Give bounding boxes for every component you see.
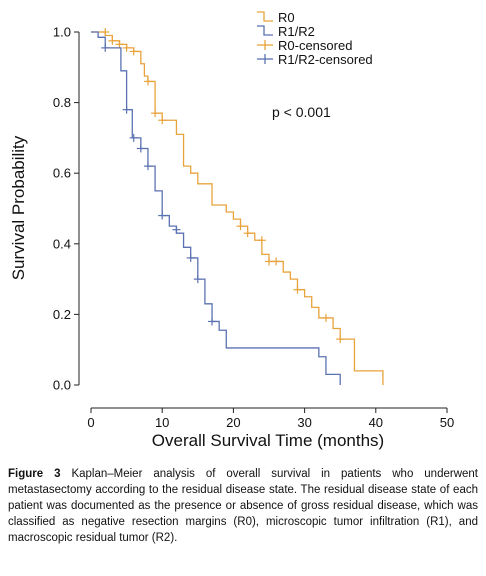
censor-mark-r0-3 [122,43,131,52]
legend-swatch-r0 [257,11,273,22]
censor-mark-r0-10 [257,236,266,245]
censor-mark-r1-r2-0 [101,43,110,52]
y-tick-label-0: 0.0 [53,378,71,393]
x-tick-label-1: 10 [155,415,169,430]
x-tick-label-0: 0 [87,415,94,430]
censor-mark-r1-r2-7 [186,253,195,262]
legend-label-r1-r2-censored: R1/R2-censored [278,52,373,67]
legend-item-r1-r2: R1/R2 [257,24,315,39]
caption-text: Kaplan–Meier analysis of overall surviva… [8,468,478,544]
x-tick-label-2: 20 [226,415,240,430]
legend-label-r0-censored: R0-censored [278,38,352,53]
censor-mark-r0-12 [272,257,281,266]
series-r0 [91,28,384,385]
censor-mark-r1-r2-3 [136,144,145,153]
censor-mark-r0-5 [143,77,152,86]
legend-item-r0-censored: R0-censored [257,38,352,53]
x-tick-label-5: 50 [440,415,454,430]
censor-mark-r0-11 [265,257,273,266]
censor-mark-r0-2 [115,40,124,49]
censor-mark-r1-r2-8 [193,275,202,284]
censor-mark-r0-8 [236,222,245,231]
y-tick-label-4: 0.8 [53,95,71,110]
legend-swatch-r1-r2 [257,25,273,36]
legend-item-r1-r2-censored: R1/R2-censored [257,52,373,67]
legend-label-r0: R0 [278,10,295,25]
x-tick-label-4: 40 [369,415,383,430]
x-axis-label: Overall Survival Time (months) [152,431,384,450]
y-tick-label-3: 0.6 [53,166,71,181]
censor-mark-r0-9 [243,229,252,238]
censor-mark-r1-r2-1 [122,105,131,114]
y-tick-label-1: 0.2 [53,307,71,322]
caption-label: Figure 3 [8,468,61,480]
y-axis-label: Survival Probability [9,135,28,280]
censor-mark-r0-4 [129,47,138,56]
censor-mark-r0-14 [321,313,330,322]
legend-swatch-r0-censored [257,40,273,50]
series-line-r1-r2 [91,31,341,385]
censor-mark-r1-r2-4 [143,162,152,171]
series-line-r0 [91,31,384,385]
censor-mark-r0-6 [151,109,160,118]
y-tick-label-5: 1.0 [53,25,71,40]
p-value-annotation: p < 0.001 [272,104,331,120]
censor-mark-r0-0 [101,28,110,36]
censor-mark-r0-13 [293,285,302,294]
figure-caption: Figure 3 Kaplan–Meier analysis of overal… [8,466,478,546]
x-tick-label-3: 30 [297,415,311,430]
legend-swatch-r1-r2-censored [257,54,273,64]
censor-mark-r0-7 [158,116,167,125]
censor-mark-r1-r2-9 [208,317,217,326]
series-r1-r2 [91,31,341,385]
y-tick-label-2: 0.4 [53,236,71,251]
chart-axes: 0.0 0.2 0.4 0.6 0.8 1.0 0 10 20 30 40 50 [53,25,454,431]
chart-series-layer [91,28,384,385]
censor-mark-r0-1 [108,36,117,45]
censor-mark-r1-r2-5 [158,211,167,220]
legend-label-r1-r2: R1/R2 [278,24,315,39]
censor-mark-r1-r2-6 [172,225,181,234]
legend-item-r0: R0 [257,10,295,25]
censor-mark-r1-r2-2 [129,133,138,142]
censor-mark-r0-15 [336,335,345,344]
km-survival-chart: 0.0 0.2 0.4 0.6 0.8 1.0 0 10 20 30 40 50 R0R1/R2R0-… [9,10,454,450]
